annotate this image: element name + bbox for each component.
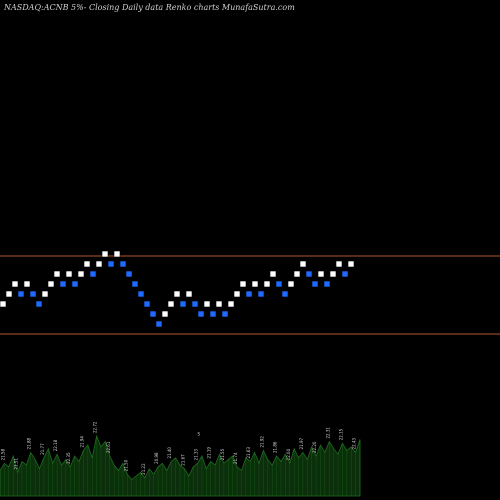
volume-label: 21.86 [273,441,278,453]
volume-label: 21.22 [141,463,146,475]
volume-label: 21.19 [207,447,212,459]
renko-brick-up [269,270,277,278]
renko-brick-down [89,270,97,278]
volume-label: 21.40 [167,447,172,459]
volume-label: 21.51 [14,458,19,470]
renko-brick-up [5,290,13,298]
renko-brick-up [83,260,91,268]
renko-brick-up [23,280,31,288]
chart-title: NASDAQ:ACNB 5%- Closing Daily data Renko… [3,3,295,12]
volume-label: 21.74 [233,452,238,464]
renko-brick-up [239,280,247,288]
renko-brick-up [335,260,343,268]
renko-brick-down [137,290,145,298]
renko-brick-up [47,280,55,288]
volume-label: 22.43 [352,437,357,449]
volume-label: 22.35 [66,452,71,464]
renko-brick-up [95,260,103,268]
volume-label: 21.67 [180,454,185,466]
renko-brick-up [65,270,73,278]
renko-brick-down [197,310,205,318]
renko-brick-down [125,270,133,278]
volume-area [0,434,361,497]
reference-lines [0,255,500,335]
renko-brick-up [161,310,169,318]
renko-brick-up [113,250,121,258]
renko-brick-up [347,260,355,268]
renko-brick-up [263,280,271,288]
renko-brick-up [299,260,307,268]
renko-brick-up [293,270,301,278]
renko-brick-down [209,310,217,318]
volume-label: 22.20 [312,441,317,453]
renko-brick-down [35,300,43,308]
volume-label: 21.33 [194,448,199,460]
renko-brick-up [251,280,259,288]
renko-brick-up [329,270,337,278]
renko-brick-up [317,270,325,278]
renko-brick-down [221,310,229,318]
renko-brick-up [203,300,211,308]
renko-brick-up [185,290,193,298]
volume-label: 21.50 [123,459,128,471]
renko-brick-down [191,300,199,308]
renko-brick-down [107,260,115,268]
renko-brick-up [11,280,19,288]
renko-brick-down [17,290,25,298]
renko-brick-down [131,280,139,288]
volume-marker: S [198,431,201,436]
renko-brick-down [119,260,127,268]
volume-label: 21.94 [79,436,84,448]
volume-label: 20.98 [154,452,159,464]
renko-brick-down [323,280,331,288]
renko-brick-up [167,300,175,308]
volume-label: 21.97 [299,437,304,449]
volume-label: 22.61 [106,441,111,453]
volume-label: 21.55 [220,448,225,460]
volume-label: 22.72 [93,421,98,433]
renko-brick-down [143,300,151,308]
renko-brick-down [281,290,289,298]
renko-brick-down [257,290,265,298]
renko-brick-up [0,300,7,308]
renko-brick-down [155,320,163,328]
renko-brick-down [245,290,253,298]
renko-brick-down [311,280,319,288]
renko-brick-down [59,280,67,288]
renko-brick-up [53,270,61,278]
renko-brick-up [173,290,181,298]
renko-brick-up [101,250,109,258]
volume-label: 22.31 [325,427,330,439]
volume-label: 21.77 [40,443,45,455]
renko-brick-down [149,310,157,318]
volume-label: 22.15 [338,428,343,440]
renko-brick-up [215,300,223,308]
volume-label: 21.58 [0,448,5,460]
volume-label: 22.18 [53,439,58,451]
renko-brick-up [227,300,235,308]
renko-brick-down [29,290,37,298]
renko-brick-down [179,300,187,308]
renko-brick-up [77,270,85,278]
renko-brick-down [341,270,349,278]
volume-label: 21.92 [259,436,264,448]
volume-label: 21.88 [27,437,32,449]
volume-labels: 21.58 21.51 21.88 21.77 22.18 22.35 21.94 22.72… [0,421,356,475]
renko-brick-down [275,280,283,288]
renko-brick-up [233,290,241,298]
volume-label: 21.63 [246,447,251,459]
renko-brick-down [71,280,79,288]
volume-label: 22.04 [286,448,291,460]
renko-bricks [0,250,355,328]
renko-brick-up [41,290,49,298]
renko-brick-down [305,270,313,278]
renko-brick-up [287,280,295,288]
